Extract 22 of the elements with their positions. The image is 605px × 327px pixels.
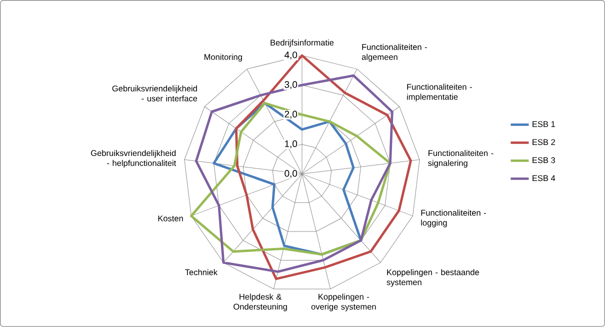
spoke-label: Koppelingen - overige systemen bbox=[311, 294, 376, 312]
spoke-label: Techniek bbox=[185, 269, 218, 276]
legend-label: ESB 3 bbox=[532, 157, 556, 164]
legend-label: ESB 2 bbox=[532, 139, 555, 146]
spoke-label: Functionaliteiten - implementatie bbox=[407, 84, 472, 102]
spoke-label: Gebruiksvriendelijkheid - user interface bbox=[112, 85, 198, 102]
y-tick-label: 3,0 bbox=[284, 81, 298, 90]
spoke-label: Gebruiksvriendelijkheid - helpfunctionaliteit bbox=[91, 150, 176, 168]
legend-label: ESB 1 bbox=[532, 121, 555, 128]
spoke-label: Monitoring bbox=[204, 54, 242, 62]
spoke-label: Helpdesk & Ondersteuning bbox=[234, 294, 287, 312]
legend-label: ESB 4 bbox=[532, 175, 556, 182]
y-tick-label: 0,0 bbox=[284, 170, 298, 178]
spoke-label: Bedrijfsinformatie bbox=[270, 40, 334, 48]
y-tick-label: 2,0 bbox=[284, 110, 298, 119]
spoke-label: Koppelingen - bestaande systemen bbox=[386, 269, 479, 287]
spoke-label: Functionaliteiten - signalering bbox=[428, 150, 494, 168]
spoke-label: Functionaliteiten - algemeen bbox=[362, 44, 427, 62]
spoke-label: Functionaliteiten - logging bbox=[421, 210, 486, 228]
y-tick-label: 1,0 bbox=[285, 140, 298, 148]
spoke-label: Kosten bbox=[158, 216, 183, 222]
y-tick-label: 4,0 bbox=[284, 52, 298, 60]
